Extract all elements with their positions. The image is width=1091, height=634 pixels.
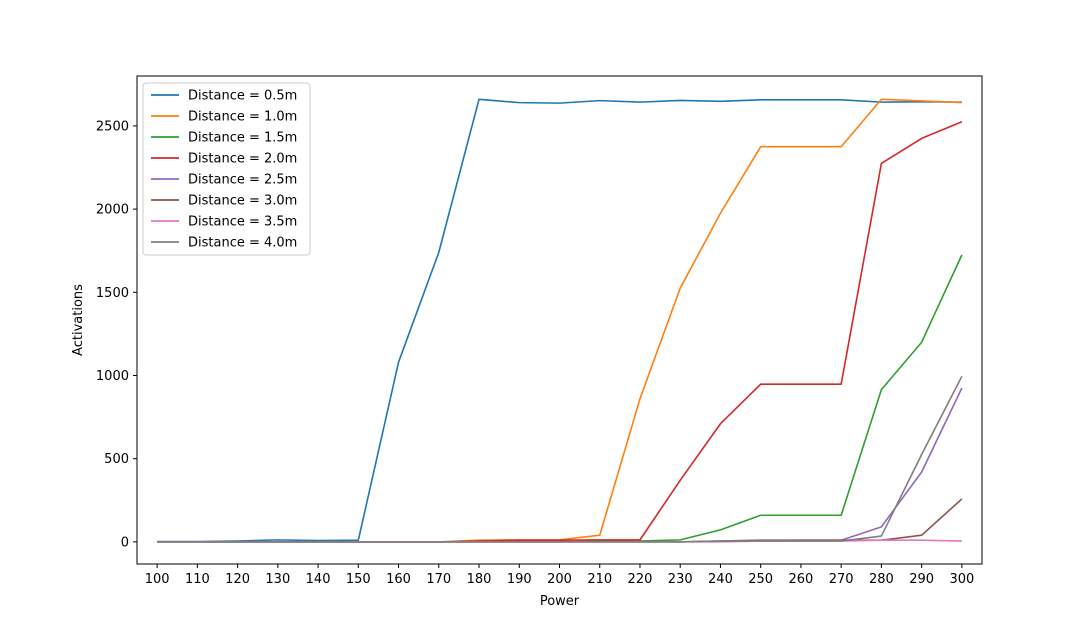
x-axis-label: Power xyxy=(540,594,580,609)
x-tick-label: 280 xyxy=(869,572,894,587)
legend: Distance = 0.5m Distance = 1.0m Distance =… xyxy=(142,82,311,256)
legend-entry-label: Distance = 2.0m xyxy=(188,152,297,167)
x-tick-label: 150 xyxy=(346,572,371,587)
series-line-1 xyxy=(157,98,962,543)
legend-entry-label: Distance = 3.5m xyxy=(188,215,297,230)
x-tick-label: 290 xyxy=(909,572,934,587)
x-tick-label: 300 xyxy=(949,572,974,587)
x-axis-ticks: 100 110 120 130 140 150 160 170 180 190 200 210 220 2… xyxy=(145,564,974,587)
x-tick-label: 190 xyxy=(507,572,532,587)
y-tick-label: 1000 xyxy=(96,369,129,384)
x-tick-label: 270 xyxy=(829,572,854,587)
x-tick-label: 160 xyxy=(386,572,411,587)
x-tick-label: 250 xyxy=(748,572,773,587)
x-tick-label: 200 xyxy=(547,572,572,587)
x-tick-label: 260 xyxy=(789,572,814,587)
y-axis-ticks: 0 500 1000 1500 2000 2500 xyxy=(96,119,137,550)
x-tick-label: 110 xyxy=(185,572,210,587)
y-tick-label: 1500 xyxy=(96,286,129,301)
legend-entry-label: Distance = 4.0m xyxy=(188,236,297,251)
x-tick-label: 130 xyxy=(265,572,290,587)
series-line-3 xyxy=(157,254,963,543)
y-axis-label: Activations xyxy=(71,284,86,356)
x-tick-label: 220 xyxy=(628,572,653,587)
y-tick-label: 2500 xyxy=(96,119,129,134)
series-layer xyxy=(157,98,963,543)
x-tick-label: 210 xyxy=(587,572,612,587)
series-line-8 xyxy=(157,375,963,543)
x-tick-label: 100 xyxy=(145,572,170,587)
legend-entry-label: Distance = 3.0m xyxy=(188,194,297,209)
x-tick-label: 170 xyxy=(426,572,451,587)
series-line-5 xyxy=(157,387,963,543)
x-tick-label: 140 xyxy=(306,572,331,587)
legend-entry-label: Distance = 0.5m xyxy=(188,89,297,104)
legend-entry-label: Distance = 1.0m xyxy=(188,110,297,125)
series-line-6 xyxy=(157,498,963,543)
legend-frame xyxy=(142,82,311,256)
x-tick-label: 120 xyxy=(225,572,250,587)
legend-entry-label: Distance = 2.5m xyxy=(188,173,297,188)
y-tick-label: 500 xyxy=(104,452,129,467)
x-tick-label: 180 xyxy=(467,572,492,587)
x-tick-label: 240 xyxy=(708,572,733,587)
x-tick-label: 230 xyxy=(668,572,693,587)
legend-entry-label: Distance = 1.5m xyxy=(188,131,297,146)
y-tick-label: 2000 xyxy=(96,203,129,218)
y-tick-label: 0 xyxy=(121,535,129,550)
